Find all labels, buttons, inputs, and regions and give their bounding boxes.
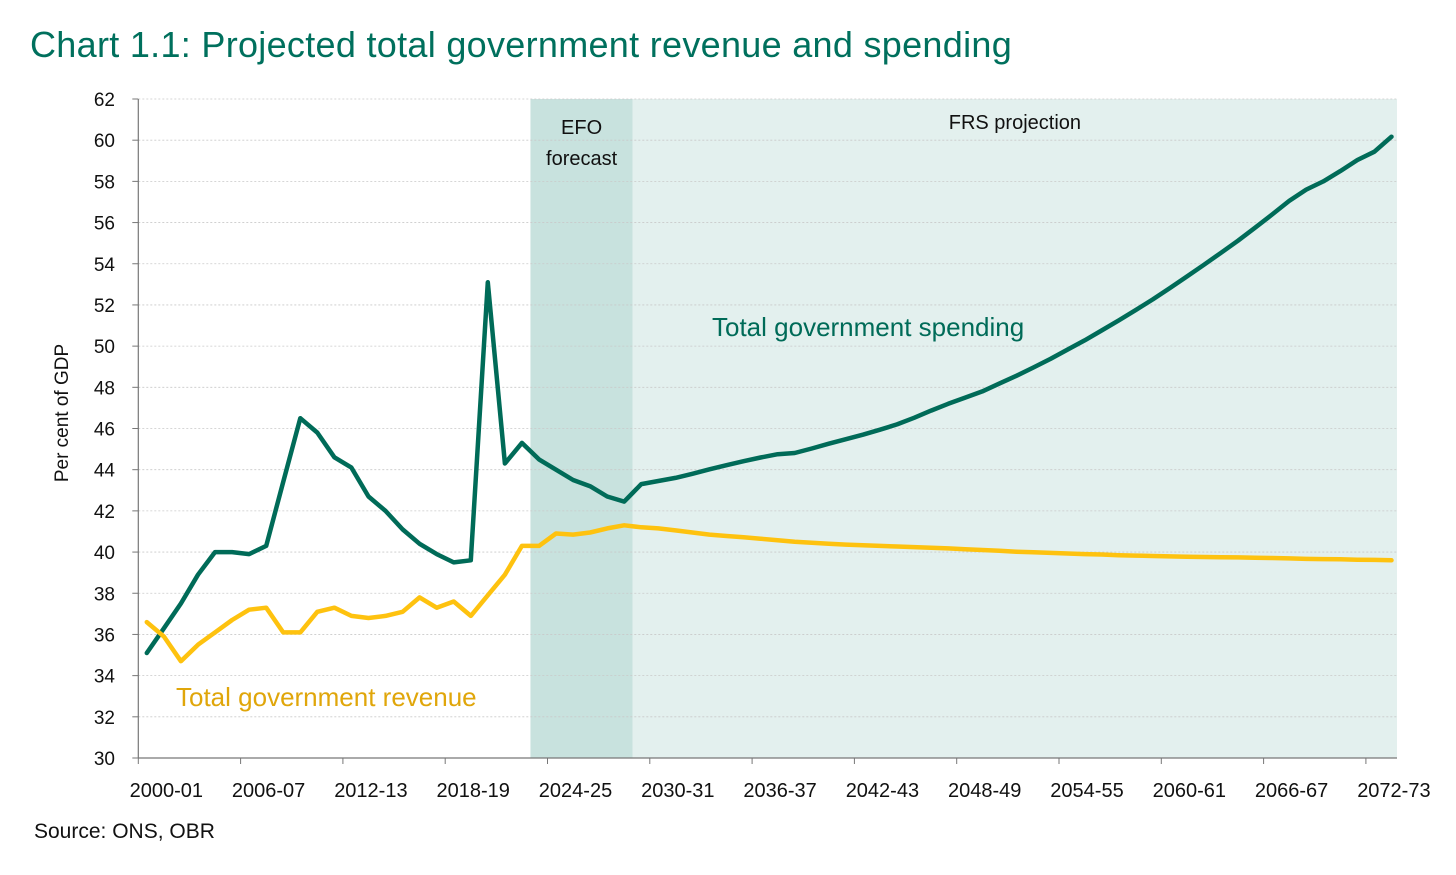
shaded-region-0 <box>530 99 633 758</box>
x-tick-label: 2072-73 <box>1357 780 1430 802</box>
y-tick-label: 30 <box>94 749 115 770</box>
y-tick-label: 44 <box>94 461 116 482</box>
x-tick-label: 2060-61 <box>1153 780 1226 802</box>
y-tick-label: 50 <box>94 337 115 358</box>
x-tick-label: 2018-19 <box>436 780 509 802</box>
x-tick-label: 2054-55 <box>1050 780 1123 802</box>
y-tick-label: 40 <box>94 543 115 564</box>
shaded-region-label: EFO <box>561 117 602 139</box>
y-tick-label: 54 <box>94 255 116 276</box>
shaded-region-label: forecast <box>546 148 618 170</box>
x-tick-label: 2036-37 <box>743 780 816 802</box>
y-axis-title: Per cent of GDP <box>52 343 73 483</box>
y-tick-label: 34 <box>94 667 116 688</box>
y-tick-label: 60 <box>94 131 115 152</box>
y-tick-label: 36 <box>94 625 115 646</box>
x-tick-label: 2066-67 <box>1255 780 1328 802</box>
y-tick-label: 32 <box>94 708 115 729</box>
y-tick-label: 52 <box>94 296 115 317</box>
x-tick-label: 2042-43 <box>846 780 919 802</box>
chart-title: Chart 1.1: Projected total government re… <box>30 24 1013 65</box>
spending-series-label: Total government spending <box>712 312 1024 342</box>
y-tick-label: 48 <box>94 378 115 399</box>
revenue-series-label: Total government revenue <box>176 682 477 712</box>
x-tick-label: 2012-13 <box>334 780 407 802</box>
series-line-revenue <box>144 523 1394 664</box>
x-tick-label: 2048-49 <box>948 780 1021 802</box>
x-tick-label: 2030-31 <box>641 780 714 802</box>
x-tick-label: 2024-25 <box>539 780 612 802</box>
y-tick-label: 58 <box>94 172 115 193</box>
y-tick-label: 38 <box>94 584 115 605</box>
shaded-region-label: FRS projection <box>949 112 1081 134</box>
series-line-spending <box>144 134 1394 656</box>
y-tick-label: 46 <box>94 420 115 441</box>
x-tick-label: 2006-07 <box>232 780 305 802</box>
y-tick-label: 62 <box>94 90 115 111</box>
y-tick-label: 42 <box>94 502 115 523</box>
y-tick-label: 56 <box>94 214 115 235</box>
source-note: Source: ONS, OBR <box>34 820 215 843</box>
x-tick-label: 2000-01 <box>130 780 203 802</box>
